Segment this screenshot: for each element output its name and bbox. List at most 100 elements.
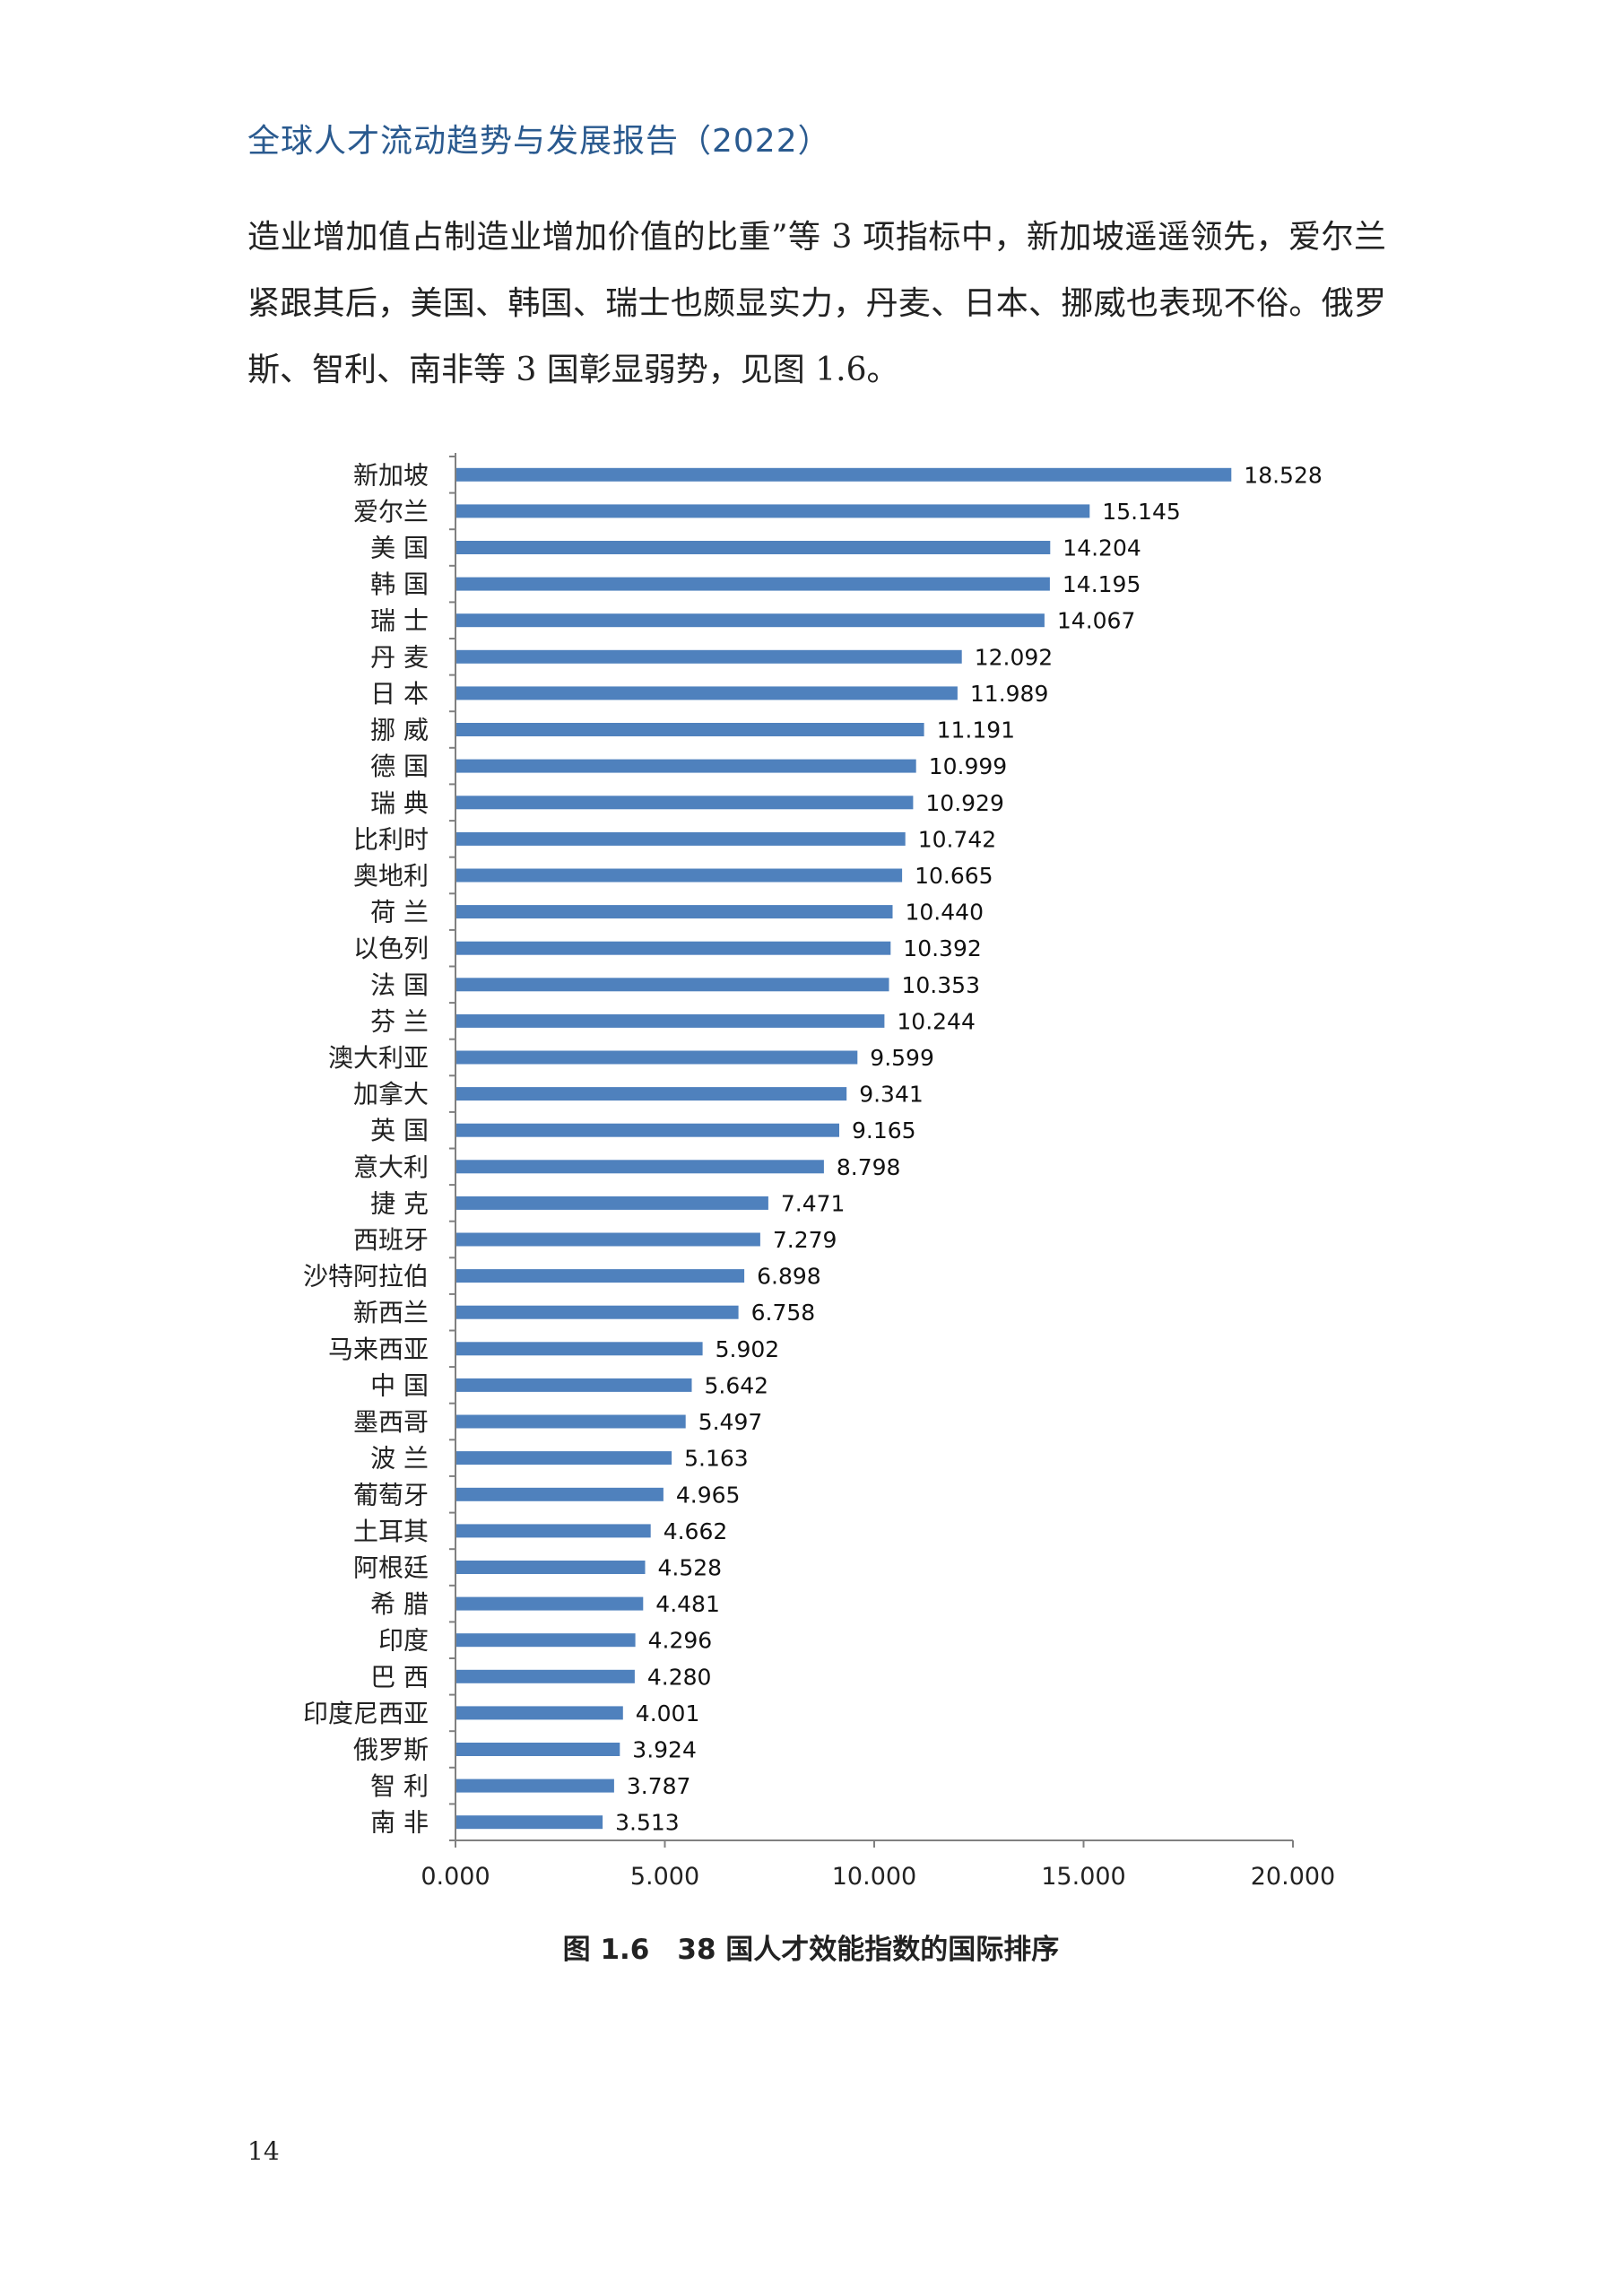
value-label: 14.195 [1063, 571, 1141, 597]
category-label: 新西兰 [353, 1298, 429, 1327]
value-label: 10.244 [897, 1008, 975, 1034]
bar [455, 1743, 620, 1756]
bar [455, 978, 889, 992]
value-label: 10.353 [902, 972, 980, 998]
value-label: 4.481 [655, 1591, 720, 1617]
category-label: 爱尔兰 [353, 497, 429, 526]
bar [455, 868, 903, 883]
category-label: 以色列 [353, 934, 429, 963]
value-label: 11.191 [937, 718, 1015, 744]
bar [455, 1269, 745, 1283]
value-label: 4.528 [658, 1555, 723, 1581]
category-label: 意大利 [353, 1152, 429, 1182]
category-label: 英 国 [370, 1116, 429, 1145]
category-label: 奥地利 [353, 861, 429, 891]
bar [455, 1815, 603, 1830]
category-label: 瑞 典 [370, 788, 429, 818]
bar [455, 723, 924, 736]
x-tick-label: 10.000 [832, 1863, 916, 1891]
bar [455, 759, 916, 773]
category-label: 瑞 士 [370, 606, 429, 636]
bar [455, 1487, 664, 1501]
bar [455, 467, 1232, 482]
value-label: 10.665 [915, 863, 993, 889]
bar [455, 504, 1090, 518]
category-label: 葡萄牙 [353, 1480, 429, 1509]
value-label: 12.092 [975, 644, 1053, 670]
bar [455, 905, 893, 919]
value-label: 5.902 [716, 1336, 780, 1362]
category-label: 丹 麦 [370, 642, 429, 672]
category-label: 沙特阿拉伯 [303, 1262, 429, 1292]
category-label: 日 本 [370, 679, 429, 709]
value-label: 6.898 [757, 1264, 821, 1290]
value-label: 10.440 [906, 900, 984, 926]
category-label: 荷 兰 [370, 898, 429, 927]
value-label: 4.001 [636, 1700, 700, 1726]
value-label: 8.798 [837, 1154, 901, 1180]
value-label: 7.471 [781, 1190, 846, 1216]
x-tick-label: 0.000 [421, 1863, 490, 1891]
bar [455, 1561, 646, 1574]
body-paragraph: 造业增加值占制造业增加价值的比重”等 3 项指标中，新加坡遥遥领先，爱尔兰紧跟其… [247, 219, 1386, 388]
bars-layer: 新加坡 18.528 爱尔兰 15.145 美 国 14.204 韩 国 14.195 瑞 士 1… [303, 460, 1323, 1837]
bar [455, 1414, 686, 1429]
page-number: 14 [247, 2136, 280, 2166]
value-label: 18.528 [1244, 462, 1322, 488]
bar [455, 941, 891, 955]
bar [455, 1451, 672, 1465]
value-label: 6.758 [751, 1300, 816, 1326]
value-label: 4.280 [647, 1664, 712, 1690]
category-label: 加拿大 [353, 1080, 429, 1109]
value-label: 4.662 [664, 1518, 728, 1544]
bar [455, 1669, 635, 1683]
bar [455, 1196, 768, 1210]
bar [455, 1524, 651, 1538]
category-label: 挪 威 [370, 716, 429, 745]
bar [455, 1378, 692, 1392]
value-label: 10.742 [918, 826, 996, 852]
bar [455, 1342, 703, 1356]
category-label: 希 腊 [370, 1589, 429, 1619]
category-label: 印度 [378, 1626, 429, 1656]
category-label: 韩 国 [370, 570, 429, 599]
bar [455, 796, 914, 810]
x-tick-label: 20.000 [1251, 1863, 1335, 1891]
bar [455, 1596, 644, 1611]
category-label: 西班牙 [353, 1225, 429, 1255]
category-label: 智 利 [370, 1771, 429, 1801]
value-label: 15.145 [1102, 499, 1180, 525]
category-label: 墨西哥 [353, 1407, 429, 1437]
bar [455, 831, 906, 846]
value-label: 9.165 [852, 1118, 916, 1144]
value-label: 5.163 [684, 1446, 749, 1472]
bar [455, 649, 962, 664]
value-label: 3.924 [632, 1737, 697, 1763]
category-label: 俄罗斯 [353, 1735, 429, 1765]
value-label: 9.341 [859, 1082, 924, 1108]
bar [455, 1305, 739, 1319]
category-label: 法 国 [370, 970, 429, 1000]
value-label: 11.989 [970, 681, 1048, 707]
bar [455, 1087, 847, 1101]
bar [455, 613, 1045, 628]
bar [455, 1050, 858, 1065]
value-label: 4.296 [648, 1628, 713, 1654]
bar [455, 686, 958, 700]
value-label: 10.392 [903, 935, 981, 961]
category-label: 马来西亚 [328, 1335, 429, 1364]
value-label: 9.599 [870, 1045, 934, 1071]
category-label: 德 国 [370, 752, 429, 781]
bar [455, 541, 1051, 554]
category-label: 土耳其 [353, 1517, 429, 1546]
axis-layer: 0.000 5.000 10.000 15.000 20.000 [421, 453, 1335, 1891]
bar [455, 1232, 760, 1247]
category-label: 南 非 [370, 1808, 429, 1838]
x-tick-label: 15.000 [1041, 1863, 1125, 1891]
value-label: 7.279 [773, 1227, 837, 1253]
value-label: 5.642 [705, 1372, 769, 1398]
category-label: 波 兰 [370, 1444, 429, 1474]
category-label: 巴 西 [370, 1662, 429, 1692]
category-label: 印度尼西亚 [303, 1699, 429, 1728]
